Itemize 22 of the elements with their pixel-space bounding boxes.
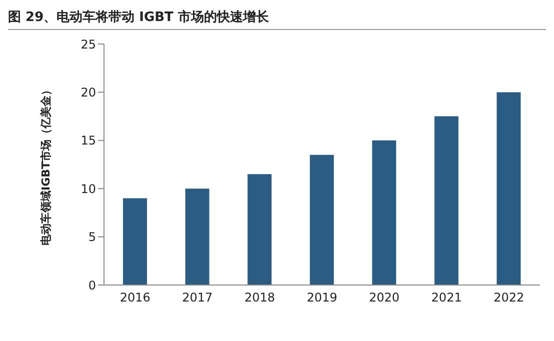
bar — [434, 116, 458, 285]
y-tick-label: 15 — [80, 134, 96, 148]
y-tick-label: 0 — [88, 278, 96, 292]
x-tick-label: 2019 — [306, 290, 338, 305]
bar — [123, 198, 147, 285]
bar — [310, 154, 334, 285]
x-tick-label: 2018 — [244, 290, 275, 305]
bar — [372, 140, 396, 285]
y-axis-title: 电动车领域IGBT市场（亿美金） — [38, 84, 54, 246]
y-tick-label: 25 — [80, 37, 96, 52]
x-tick-label: 2021 — [431, 290, 462, 305]
y-tick-label: 20 — [80, 85, 96, 100]
chart-title: 图 29、电动车将带动 IGBT 市场的快速增长 — [8, 8, 546, 30]
x-tick-label: 2022 — [494, 290, 524, 305]
y-tick-label: 5 — [88, 230, 96, 244]
x-tick-label: 2016 — [120, 290, 150, 305]
bar — [248, 174, 272, 285]
x-tick-label: 2020 — [369, 290, 400, 305]
x-tick-label: 2017 — [182, 290, 213, 305]
bar — [496, 92, 521, 285]
y-tick-label: 10 — [80, 182, 96, 196]
bar — [185, 188, 210, 285]
